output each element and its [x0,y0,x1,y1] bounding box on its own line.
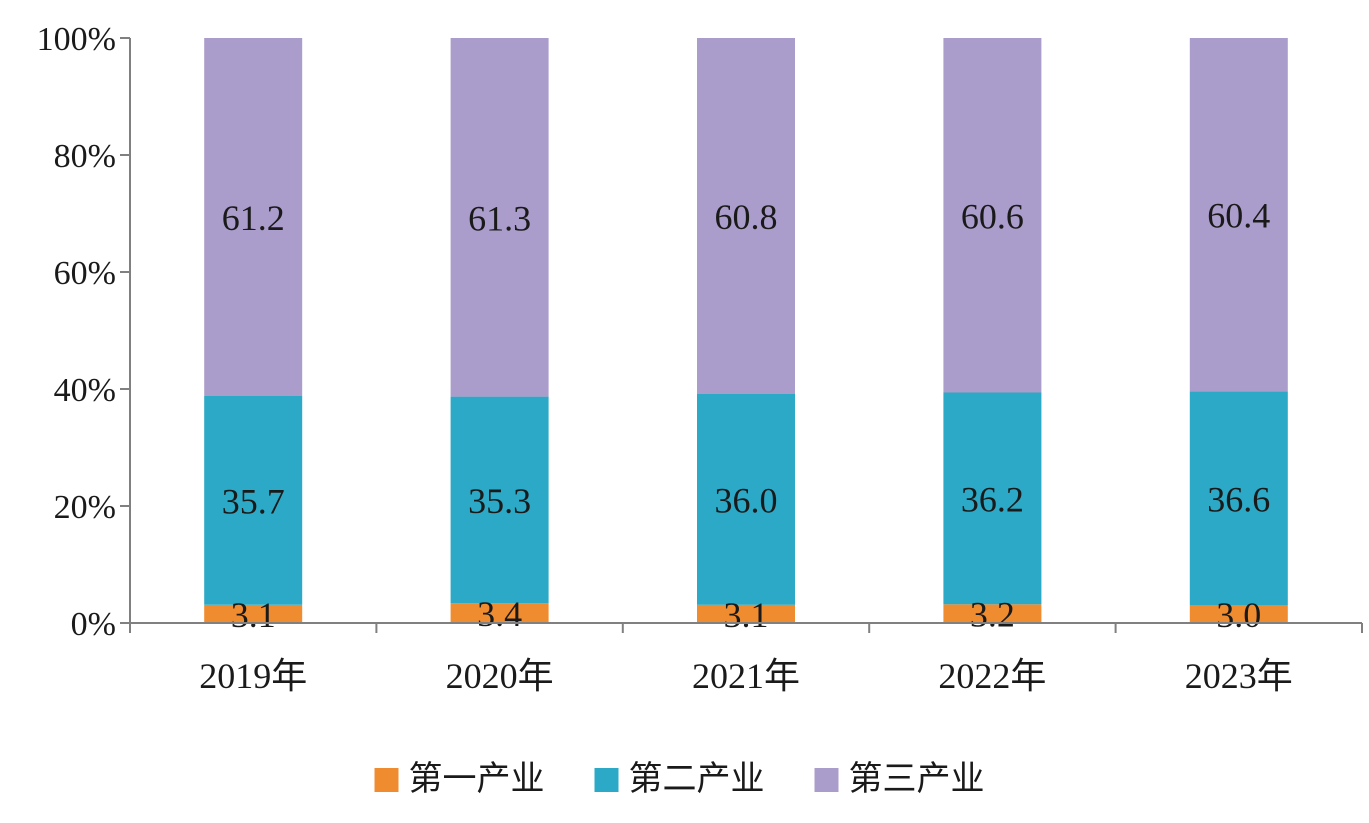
legend-item-1: 第一产业 [374,759,545,799]
bar-segment-2-3 [697,394,795,605]
data-label-2-1: 35.7 [222,481,285,521]
bar-segment-1-3 [697,604,795,623]
bar-segment-2-1 [204,396,303,605]
data-label-3-1: 61.2 [222,198,285,238]
legend-label: 第三产业 [849,759,985,799]
y-tick-label: 0% [71,606,116,643]
legend-swatch [814,768,839,792]
x-tick-label: 2022年 [938,656,1046,696]
legend-swatch [374,768,399,792]
y-tick-label: 100% [37,21,116,58]
data-label-3-3: 60.8 [715,197,778,237]
data-label-2-2: 35.3 [468,481,531,521]
axes-layer: 2019年 2020年 2021年 2022年 2023年 0% 20% 40% 60% 80% 1… [37,21,1363,696]
data-label-2-4: 36.2 [961,479,1024,519]
bar-segment-3-2 [450,38,549,397]
data-label-3-2: 61.3 [468,198,531,238]
data-label-1-2: 3.4 [477,594,522,634]
data-label-2-5: 36.6 [1207,479,1270,519]
x-tick-label: 2023年 [1185,656,1293,696]
data-label-1-4: 3.2 [970,595,1015,635]
bar-segment-1-4 [943,604,1042,623]
legend-item-2: 第二产业 [594,759,765,799]
bar-segment-2-5 [1189,391,1288,606]
bar-segment-3-4 [943,38,1042,393]
bar-segment-3-3 [697,38,795,394]
y-tick-label: 80% [54,138,116,175]
data-label-1-1: 3.1 [231,595,276,635]
data-label-1-3: 3.1 [724,595,769,635]
bar-segment-3-1 [204,38,303,396]
bar-segment-1-1 [204,604,303,623]
y-tick-label: 60% [54,255,116,292]
data-label-2-3: 36.0 [715,480,778,520]
data-label-3-5: 60.4 [1207,196,1270,236]
bar-segment-1-2 [450,603,549,623]
bar-segment-2-4 [943,392,1042,605]
legend-swatch [594,768,619,792]
data-labels-layer: 3.1 35.7 61.2 3.4 35.3 61.3 3.1 36.0 60.8 3.2 36.2… [222,196,1271,636]
legend: 第一产业 第二产业 第三产业 [374,759,985,799]
bars-layer [204,38,1288,623]
bar-segment-3-5 [1189,38,1288,392]
legend-label: 第二产业 [629,759,765,799]
y-tick-label: 40% [54,372,116,409]
data-label-1-5: 3.0 [1216,595,1261,635]
legend-label: 第一产业 [409,759,545,799]
bar-segment-2-2 [450,396,549,604]
bar-segment-1-5 [1189,605,1288,623]
y-tick-label: 20% [54,489,116,526]
x-tick-label: 2021年 [692,656,800,696]
data-label-3-4: 60.6 [961,196,1024,236]
x-tick-label: 2020年 [446,656,554,696]
x-tick-label: 2019年 [199,656,307,696]
legend-item-3: 第三产业 [814,759,985,799]
